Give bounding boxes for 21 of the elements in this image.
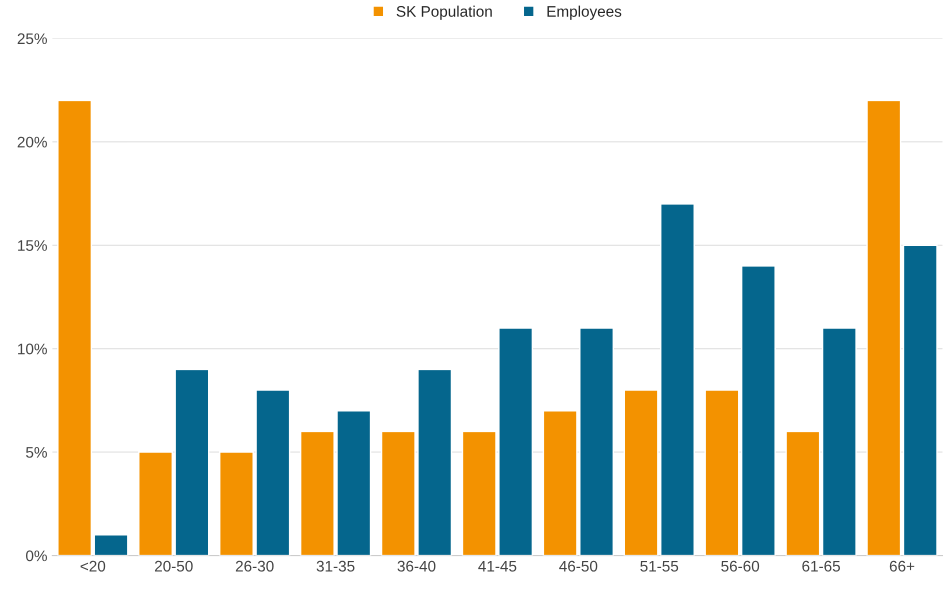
bar [380,430,416,556]
x-tick-label: 46-50 [559,560,598,572]
y-tick-label: 0% [26,550,47,562]
y-tick-label: 15% [18,240,47,251]
x-tick-label: 51-55 [640,560,678,572]
x-tick-label: 66+ [890,560,914,572]
y-tick-label: 5% [26,447,47,458]
bar [417,368,452,556]
x-tick-label: 56-60 [721,560,760,572]
x-tick-label: 26-30 [236,560,274,572]
x-tick-label: 41-45 [478,560,516,572]
x-tick-label: 20-50 [154,560,193,572]
legend-label: SK Population [396,6,492,20]
x-tick-label: 36-40 [398,560,436,572]
y-tick-label: 10% [18,344,47,354]
x-tick-label: 31-35 [316,560,354,572]
x-tick-label: 61-65 [802,560,840,572]
y-tick-label: 25% [18,33,47,44]
legend-label: Employees [547,6,622,20]
y-tick-label: 20% [18,136,47,148]
x-tick-label: <20 [80,560,106,572]
